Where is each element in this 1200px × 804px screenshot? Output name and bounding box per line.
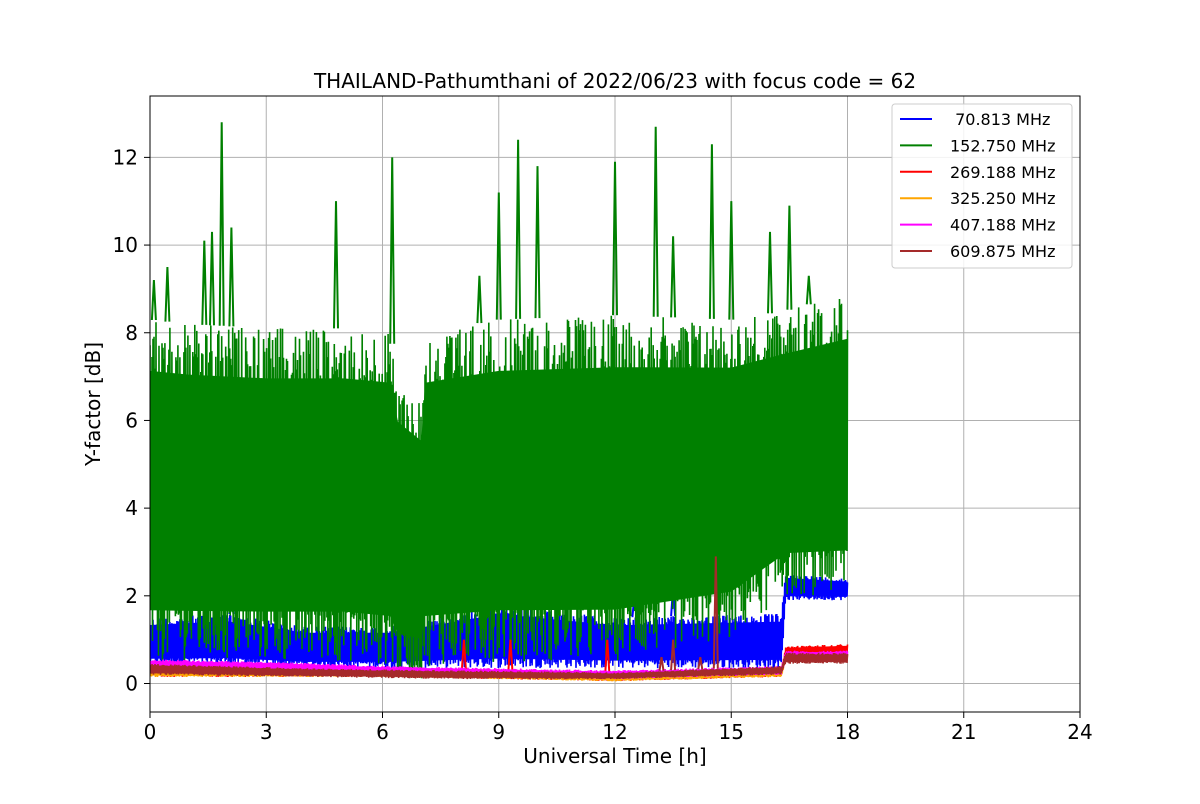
x-tick-label: 24	[1067, 720, 1092, 744]
x-tick-label: 9	[492, 720, 505, 744]
series-peak	[150, 280, 157, 321]
series-peak	[786, 205, 793, 310]
legend-label: 269.188 MHz	[950, 163, 1055, 182]
series-peak	[476, 275, 483, 324]
series-peak	[515, 139, 522, 319]
legend-label: 407.188 MHz	[950, 216, 1055, 235]
series-peak	[805, 275, 812, 305]
x-tick-label: 18	[835, 720, 860, 744]
legend-label: 609.875 MHz	[950, 242, 1055, 261]
series-peak	[612, 161, 618, 316]
series-peak	[670, 639, 677, 671]
y-tick-label: 4	[125, 496, 138, 520]
chart-title: THAILAND-Pathumthani of 2022/06/23 with …	[313, 69, 916, 93]
plot-data	[150, 122, 849, 682]
series-peak	[228, 227, 235, 327]
series-peak	[209, 231, 215, 326]
x-tick-label: 3	[260, 720, 273, 744]
x-tick-label: 0	[144, 720, 157, 744]
series-peak	[218, 122, 225, 326]
x-axis-ticks: 0 3 6 9 12 15 18 21 24	[144, 712, 1093, 744]
legend-box	[891, 103, 1073, 269]
series-peak	[708, 144, 715, 319]
y-axis-label: Y-factor [dB]	[81, 342, 105, 467]
series-peak	[164, 266, 171, 322]
x-axis-label: Universal Time [h]	[523, 744, 706, 768]
series-peak	[604, 639, 611, 673]
y-tick-label: 8	[125, 321, 138, 345]
x-tick-label: 6	[376, 720, 389, 744]
y-tick-label: 12	[113, 145, 138, 169]
series-peak	[389, 157, 396, 344]
series-5	[150, 556, 849, 680]
series-peak	[658, 657, 665, 671]
series-peak	[712, 556, 719, 669]
series-band	[150, 654, 848, 679]
x-tick-label: 21	[951, 720, 976, 744]
series-1	[150, 122, 849, 679]
series-peak	[333, 201, 339, 329]
x-tick-label: 12	[602, 720, 627, 744]
series-peak	[534, 166, 541, 319]
series-band	[150, 338, 848, 639]
legend-label: 70.813 MHz	[950, 110, 1050, 129]
x-tick-label: 15	[719, 720, 744, 744]
y-tick-label: 6	[125, 408, 138, 432]
y-tick-label: 10	[113, 233, 138, 257]
series-peak	[697, 657, 704, 670]
y-tick-label: 0	[125, 672, 138, 696]
series-peak	[652, 126, 659, 317]
y-tick-label: 2	[125, 584, 138, 608]
y-axis-ticks: 0 2 4 6 8 10 12	[113, 145, 150, 696]
series-peak	[507, 639, 514, 671]
legend: 70.813 MHz 152.750 MHz 269.188 MHz 325.250 …	[891, 103, 1073, 269]
legend-label: 325.250 MHz	[950, 189, 1055, 208]
series-peak	[767, 231, 773, 314]
series-peak	[670, 236, 677, 318]
series-peak	[728, 201, 735, 320]
legend-label: 152.750 MHz	[950, 136, 1055, 155]
series-peak	[460, 639, 467, 670]
series-peak	[201, 240, 208, 325]
series-peak	[495, 192, 502, 320]
